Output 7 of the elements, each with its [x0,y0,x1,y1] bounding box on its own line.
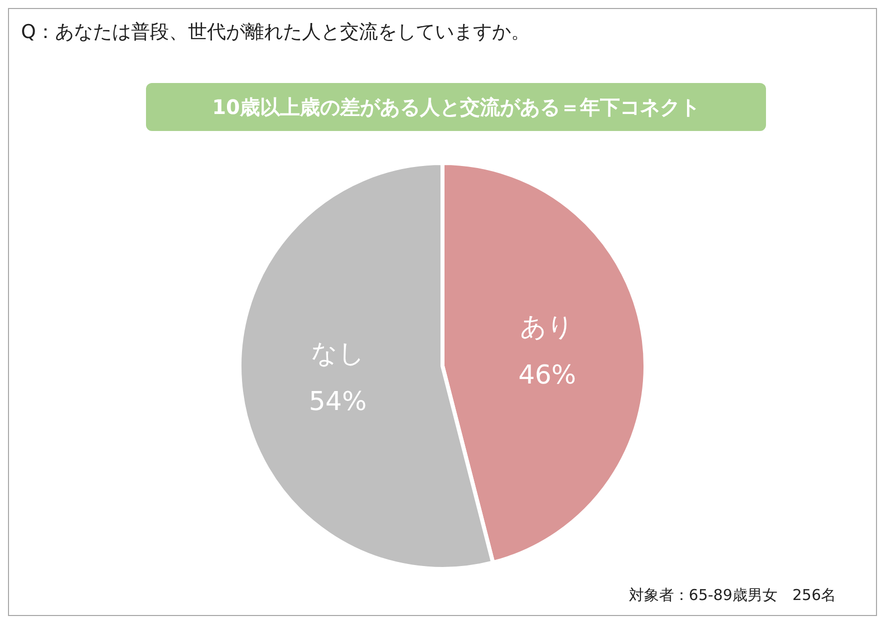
slice-label: あり [520,312,574,343]
slice-label: なし [310,338,365,369]
chart-subtitle: 10歳以上歳の差がある人と交流がある＝年下コネクト [146,83,766,131]
data-label: 54% [308,386,367,417]
text: 対象者：65-89歳男女 256名 [628,586,836,605]
chart-title: Q：あなたは普段、世代が離れた人と交流をしていますか。 [21,20,530,45]
data-label: 46% [518,360,576,391]
